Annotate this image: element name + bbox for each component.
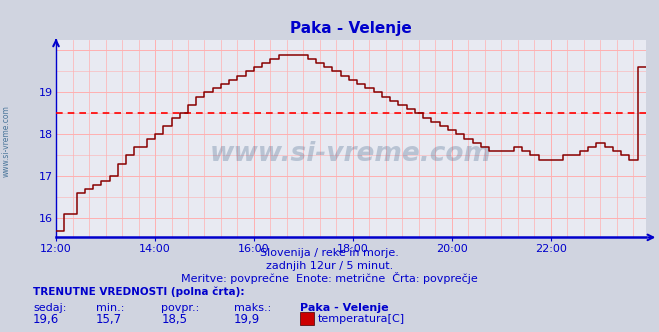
- Text: TRENUTNE VREDNOSTI (polna črta):: TRENUTNE VREDNOSTI (polna črta):: [33, 287, 244, 297]
- Text: 19,6: 19,6: [33, 313, 59, 326]
- Text: sedaj:: sedaj:: [33, 303, 67, 313]
- Text: www.si-vreme.com: www.si-vreme.com: [2, 105, 11, 177]
- Text: Paka - Velenje: Paka - Velenje: [300, 303, 388, 313]
- Text: Meritve: povprečne  Enote: metrične  Črta: povprečje: Meritve: povprečne Enote: metrične Črta:…: [181, 272, 478, 284]
- Text: povpr.:: povpr.:: [161, 303, 200, 313]
- Text: 19,9: 19,9: [234, 313, 260, 326]
- Text: maks.:: maks.:: [234, 303, 272, 313]
- Text: min.:: min.:: [96, 303, 124, 313]
- Text: zadnjih 12ur / 5 minut.: zadnjih 12ur / 5 minut.: [266, 261, 393, 271]
- Text: www.si-vreme.com: www.si-vreme.com: [210, 141, 492, 167]
- Text: 18,5: 18,5: [161, 313, 187, 326]
- Text: Slovenija / reke in morje.: Slovenija / reke in morje.: [260, 248, 399, 258]
- Text: 15,7: 15,7: [96, 313, 122, 326]
- Title: Paka - Velenje: Paka - Velenje: [290, 21, 412, 36]
- Text: temperatura[C]: temperatura[C]: [318, 314, 405, 324]
